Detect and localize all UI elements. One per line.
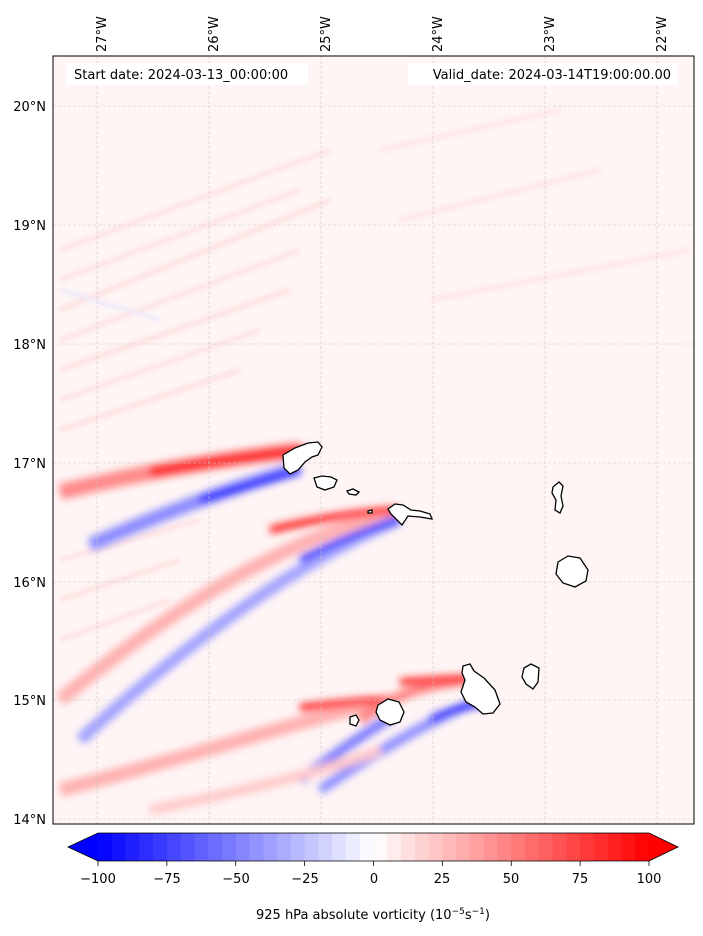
island-brava xyxy=(349,714,360,727)
colorbar-tick-label: 50 xyxy=(503,872,520,887)
colorbar-cell xyxy=(304,833,320,861)
colorbar-cell xyxy=(290,833,306,861)
map-background xyxy=(53,56,694,824)
colorbar-cell xyxy=(456,833,471,861)
valid-date-label: Valid_date: 2024-03-14T19:00:00.00 xyxy=(433,68,671,83)
colorbar-cell xyxy=(139,833,154,861)
lat-label: 17°N xyxy=(13,457,46,472)
latitude-labels: 20°N 19°N 18°N 17°N 16°N 15°N 14°N xyxy=(13,100,46,828)
lat-label: 19°N xyxy=(13,219,46,234)
colorbar-cell xyxy=(580,833,595,861)
island-santiago xyxy=(460,663,501,715)
colorbar-max-arrow xyxy=(649,833,678,861)
vorticity-field xyxy=(55,107,691,815)
colorbar-cell xyxy=(414,833,430,861)
island-boa-vista xyxy=(555,555,589,588)
colorbar-tick-label: −50 xyxy=(222,872,249,887)
colorbar-tick-label: −75 xyxy=(153,872,180,887)
colorbar-cell xyxy=(442,833,457,861)
colorbar-cell xyxy=(373,833,388,861)
colorbar-tick-label: −25 xyxy=(291,872,318,887)
coastlines xyxy=(282,441,589,727)
colorbar-cell xyxy=(497,833,512,861)
lat-label: 16°N xyxy=(13,576,46,591)
colorbar-cell xyxy=(635,833,650,861)
map-panel: Start date: 2024-03-13_00:00:00 Valid_da… xyxy=(52,55,695,825)
colorbar-cell xyxy=(235,833,251,861)
colorbar-cell xyxy=(428,833,443,861)
longitude-labels: 27°W 26°W 25°W 24°W 23°W 22°W xyxy=(95,16,670,52)
colorbar-cell xyxy=(166,833,182,861)
colorbar-cell xyxy=(469,833,485,861)
colorbar-cell xyxy=(538,833,554,861)
island-sao-vicente xyxy=(313,475,338,491)
island-maio xyxy=(521,663,540,690)
lat-label: 20°N xyxy=(13,100,46,115)
gridlines xyxy=(53,56,694,824)
island-sao-nicolau-islet xyxy=(367,509,373,514)
colorbar-tick-label: 100 xyxy=(637,872,662,887)
colorbar-cell xyxy=(318,833,333,861)
colorbar-cell xyxy=(332,833,347,861)
colorbar-tick-label: −100 xyxy=(80,872,116,887)
island-santa-luzia xyxy=(345,488,361,496)
island-santo-antao xyxy=(282,441,323,475)
start-date-box xyxy=(66,63,308,85)
lat-label: 15°N xyxy=(13,694,46,709)
lon-label: 24°W xyxy=(431,16,446,52)
valid-date-box xyxy=(408,63,678,85)
colorbar-cell xyxy=(98,833,113,861)
lon-label: 26°W xyxy=(207,16,222,52)
colorbar-cell xyxy=(249,833,264,861)
colorbar-cell xyxy=(621,833,636,861)
colorbar-cell xyxy=(359,833,375,861)
colorbar-cell xyxy=(125,833,140,861)
island-sal xyxy=(551,481,564,514)
colorbar-cell xyxy=(593,833,609,861)
colorbar-cell xyxy=(277,833,292,861)
colorbar-cell xyxy=(552,833,567,861)
lon-label: 25°W xyxy=(319,16,334,52)
colorbar-cell xyxy=(263,833,278,861)
island-sao-nicolau xyxy=(387,503,434,527)
colorbar: −100 −75 −50 −25 0 25 50 75 100 925 hPa … xyxy=(67,832,679,923)
colorbar-cell xyxy=(511,833,526,861)
colorbar-tick-label: 0 xyxy=(370,872,378,887)
colorbar-cells xyxy=(98,833,650,861)
colorbar-cell xyxy=(180,833,196,861)
colorbar-cell xyxy=(607,833,623,861)
colorbar-label: 925 hPa absolute vorticity (10−5s−1) xyxy=(256,907,490,923)
lat-label: 14°N xyxy=(13,813,46,828)
colorbar-ticks: −100 −75 −50 −25 0 25 50 75 100 xyxy=(80,861,661,887)
colorbar-cell xyxy=(345,833,361,861)
island-fogo xyxy=(375,698,405,726)
colorbar-cell xyxy=(387,833,402,861)
colorbar-tick-label: 75 xyxy=(572,872,589,887)
colorbar-cell xyxy=(153,833,168,861)
lat-label: 18°N xyxy=(13,338,46,353)
colorbar-cell xyxy=(566,833,581,861)
colorbar-cell xyxy=(401,833,416,861)
lon-label: 23°W xyxy=(543,16,558,52)
lon-label: 27°W xyxy=(95,16,110,52)
colorbar-cell xyxy=(221,833,237,861)
colorbar-cell xyxy=(483,833,499,861)
colorbar-cell xyxy=(194,833,209,861)
colorbar-tick-label: 25 xyxy=(434,872,451,887)
colorbar-min-arrow xyxy=(68,833,98,861)
lon-label: 22°W xyxy=(655,16,670,52)
colorbar-cell xyxy=(111,833,127,861)
colorbar-cell xyxy=(208,833,223,861)
colorbar-cell xyxy=(525,833,540,861)
map-frame xyxy=(52,55,695,825)
start-date-label: Start date: 2024-03-13_00:00:00 xyxy=(74,68,288,83)
